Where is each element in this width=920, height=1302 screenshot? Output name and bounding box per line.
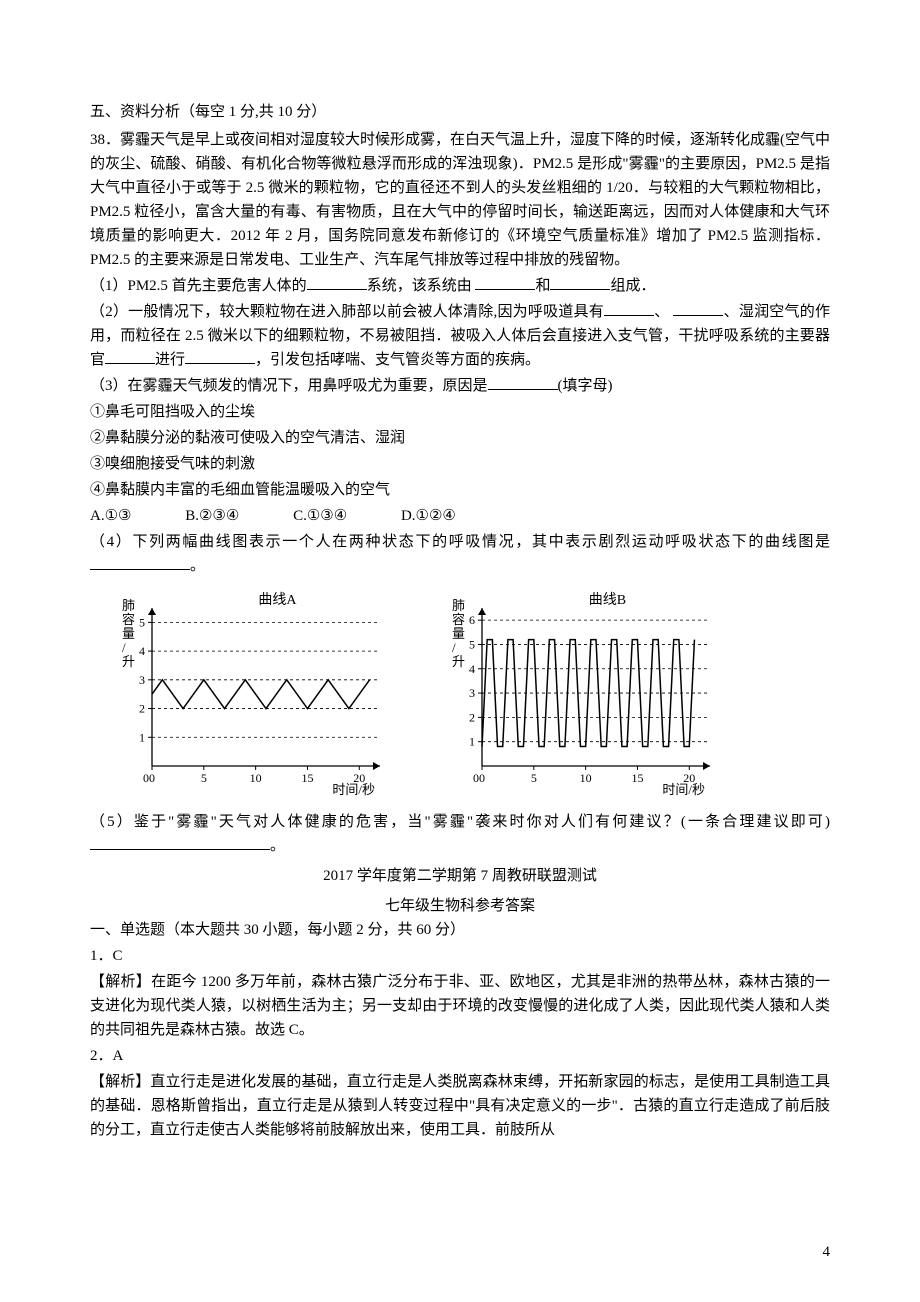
q3-choices: A.①③ B.②③④ C.①③④ D.①②④ [90,504,830,528]
chart-a: 05101520123450曲线A时间/秒肺容量/升 [110,588,390,806]
fill-blank[interactable] [105,348,155,364]
svg-text:6: 6 [469,613,475,627]
q1-text-b: 系统，该系统由 [367,278,476,294]
fill-blank[interactable] [488,374,558,390]
svg-text:10: 10 [250,771,262,785]
q38-sub5: （5）鉴于"雾霾"天气对人体健康的危害，当"雾霾"袭来时你对人们有何建议？(一条… [90,810,830,858]
q1-text-d: 组成． [610,278,655,294]
choice-c[interactable]: C.①③④ [293,504,347,528]
q3-text-a: （3）在雾霾天气频发的情况下，用鼻呼吸尤为重要，原因是 [90,378,488,394]
fill-blank[interactable] [185,348,255,364]
svg-text:3: 3 [469,686,475,700]
svg-text:5: 5 [469,637,475,651]
svg-text:0: 0 [479,771,485,785]
q5-text-b: 。 [270,838,285,854]
q5-text-a: （5）鉴于"雾霾"天气对人体健康的危害，当"雾霾"袭来时你对人们有何建议？(一条… [90,814,830,830]
svg-text:时间/秒: 时间/秒 [332,782,375,797]
svg-text:3: 3 [139,673,145,687]
choice-a[interactable]: A.①③ [90,504,131,528]
choice-b[interactable]: B.②③④ [185,504,239,528]
fill-blank[interactable] [90,834,270,850]
answer-section-heading: 一、单选题（本大题共 30 小题，每小题 2 分，共 60 分） [90,918,830,942]
chart-b: 051015201234560曲线B时间/秒肺容量/升 [440,588,720,806]
answer-1-heading: 1．C [90,944,830,968]
q2-text-d: 进行 [155,352,185,368]
svg-text:4: 4 [469,662,475,676]
fill-blank[interactable] [475,274,535,290]
answer-1-body: 【解析】在距今 1200 多万年前，森林古猿广泛分布于非、亚、欧地区，尤其是非洲… [90,970,830,1042]
svg-text:曲线B: 曲线B [589,592,626,608]
svg-text:5: 5 [531,771,537,785]
fill-blank[interactable] [673,300,723,316]
svg-text:10: 10 [580,771,592,785]
q1-text-a: （1）PM2.5 首先主要危害人体的 [90,278,307,294]
svg-text:0: 0 [143,771,149,785]
fill-blank[interactable] [604,300,654,316]
q38-sub1: （1）PM2.5 首先主要危害人体的 系统，该系统由 和 组成． [90,274,830,298]
svg-text:5: 5 [139,615,145,629]
svg-text:曲线A: 曲线A [258,592,297,608]
q1-text-c: 和 [535,278,550,294]
fill-blank[interactable] [307,274,367,290]
q38-sub3: （3）在雾霾天气频发的情况下，用鼻呼吸尤为重要，原因是 (填字母) [90,374,830,398]
q3-option-2: ②鼻黏膜分泌的黏液可使吸入的空气清洁、湿润 [90,426,830,450]
answer-2-heading: 2．A [90,1044,830,1068]
q2-text-e: ，引发包括哮喘、支气管炎等方面的疾病。 [255,352,540,368]
svg-text:0: 0 [149,771,155,785]
q3-option-4: ④鼻黏膜内丰富的毛细血管能温暖吸入的空气 [90,478,830,502]
q4-text-a: （4）下列两幅曲线图表示一个人在两种状态下的呼吸情况，其中表示剧烈运动呼吸状态下… [90,534,830,550]
svg-text:1: 1 [139,730,145,744]
q2-text-b: 、 [654,304,673,320]
svg-text:肺容量/升: 肺容量/升 [452,598,465,669]
answer-title-1: 2017 学年度第二学期第 7 周教研联盟测试 [90,864,830,888]
exam-page: 五、资料分析（每空 1 分,共 10 分） 38．雾霾天气是早上或夜间相对湿度较… [0,0,920,1204]
fill-blank[interactable] [90,554,190,570]
q38-sub2: （2）一般情况下，较大颗粒物在进入肺部以前会被人体清除,因为呼吸道具有、 、湿润… [90,300,830,372]
svg-text:时间/秒: 时间/秒 [662,782,705,797]
svg-text:2: 2 [469,710,475,724]
svg-text:15: 15 [301,771,313,785]
q2-text-a: （2）一般情况下，较大颗粒物在进入肺部以前会被人体清除,因为呼吸道具有 [90,304,604,320]
q38-sub4: （4）下列两幅曲线图表示一个人在两种状态下的呼吸情况，其中表示剧烈运动呼吸状态下… [90,530,830,578]
svg-text:2: 2 [139,702,145,716]
page-number: 4 [0,1244,920,1261]
chart-row: 05101520123450曲线A时间/秒肺容量/升 0510152012345… [110,588,830,806]
svg-text:4: 4 [139,644,145,658]
q3-option-3: ③嗅细胞接受气味的刺激 [90,452,830,476]
q4-text-b: 。 [190,558,205,574]
svg-text:15: 15 [631,771,643,785]
section-5-heading: 五、资料分析（每空 1 分,共 10 分） [90,100,830,124]
answer-2-body: 【解析】直立行走是进化发展的基础，直立行走是人类脱离森林束缚，开拓新家园的标志，… [90,1070,830,1142]
choice-d[interactable]: D.①②④ [401,504,456,528]
q38-intro: 38．雾霾天气是早上或夜间相对湿度较大时候形成雾，在白天气温上升，湿度下降的时候… [90,128,830,272]
svg-text:1: 1 [469,735,475,749]
svg-text:0: 0 [473,771,479,785]
svg-text:5: 5 [201,771,207,785]
q3-text-b: (填字母) [558,378,613,394]
answer-title-2: 七年级生物科参考答案 [90,894,830,918]
q3-option-1: ①鼻毛可阻挡吸入的尘埃 [90,400,830,424]
svg-text:肺容量/升: 肺容量/升 [122,598,135,669]
fill-blank[interactable] [550,274,610,290]
